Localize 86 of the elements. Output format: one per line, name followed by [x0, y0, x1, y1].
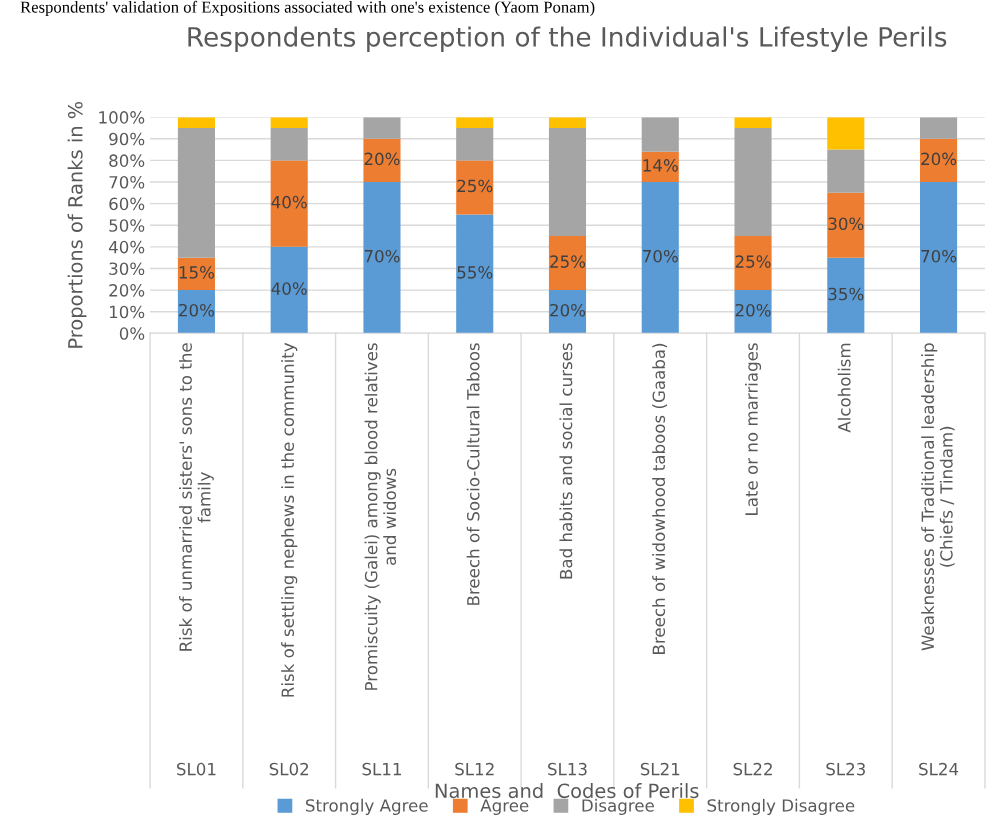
- bar: [827, 117, 865, 150]
- bar: [177, 290, 215, 334]
- bar: [363, 117, 401, 139]
- bar: [177, 127, 215, 258]
- data-label: 40%: [271, 282, 307, 295]
- data-label: 15%: [179, 266, 215, 279]
- data-label: 70%: [921, 249, 957, 263]
- text: Respondents' validation of Expositions associated with one's existence (Yaom Ponam): [20, 0, 595, 17]
- y-tick-label: 0%: [119, 327, 145, 340]
- data-label: 25%: [550, 255, 586, 268]
- legend-label: Strongly Disagree: [707, 798, 855, 815]
- bar: [363, 181, 401, 334]
- bar: [548, 236, 587, 291]
- x-tick-label: Risk of unmarried sisters' sons to the family: [179, 343, 214, 651]
- data-label: 35%: [828, 287, 864, 301]
- bar: [270, 246, 308, 334]
- text: SL21: [640, 762, 680, 776]
- bar: [734, 236, 772, 291]
- x-tick-label: Alcoholism: [837, 343, 851, 433]
- data-label: 14%: [643, 159, 678, 172]
- bar: [641, 181, 679, 334]
- data-label: 20%: [550, 303, 586, 317]
- bar: [920, 181, 958, 334]
- text: SL02: [269, 762, 309, 776]
- bar: [548, 127, 587, 237]
- x-tick-label: Breech of widowhood taboos (Gaaba): [652, 343, 668, 654]
- data-label: 20%: [735, 303, 771, 317]
- text: SL24: [919, 762, 959, 776]
- x-tick-label: Bad habits and social curses: [559, 343, 573, 579]
- bar: [827, 192, 865, 258]
- data-label: 40%: [271, 195, 307, 209]
- y-tick-label: 70%: [109, 175, 145, 189]
- text: SL23: [826, 762, 865, 776]
- bar: [456, 117, 494, 128]
- data-label: 30%: [828, 217, 864, 231]
- bar: [456, 214, 494, 334]
- bar: [734, 117, 772, 128]
- text: SL01: [176, 762, 216, 776]
- bar: [456, 160, 494, 215]
- x-tick-label: Late or no marriages: [744, 343, 762, 515]
- bar: [548, 290, 587, 334]
- x-tick-label: Weaknesses of Traditional leadership (Chiefs / Tindam): [921, 343, 955, 651]
- y-tick-label: 60%: [109, 197, 145, 211]
- data-label: 20%: [921, 152, 957, 166]
- text: SL13: [548, 762, 587, 776]
- data-label: 55%: [457, 266, 493, 279]
- bar: [270, 127, 308, 161]
- bar: [270, 160, 308, 247]
- x-tick-label: Risk of settling nephews in the community: [281, 342, 298, 697]
- y-tick-label: 50%: [109, 219, 145, 232]
- x-tick-label: Breech of Socio-Cultural Taboos: [466, 343, 480, 605]
- bar: [920, 117, 958, 139]
- bar: [827, 149, 865, 193]
- bar: [827, 257, 865, 334]
- bar: [734, 127, 772, 237]
- y-tick-label: 100%: [99, 111, 145, 124]
- legend-label: Agree: [480, 799, 529, 815]
- bar: [548, 117, 587, 128]
- y-tick-label: 20%: [109, 284, 145, 297]
- data-label: 20%: [179, 303, 215, 317]
- text: SL11: [362, 762, 401, 776]
- chart-title: Respondents perception of the Individual's Lifestyle Perils: [188, 26, 947, 52]
- y-tick-label: 10%: [109, 305, 145, 319]
- y-tick-label: 90%: [109, 132, 145, 146]
- data-label: 25%: [457, 179, 493, 193]
- y-tick-label: 30%: [109, 262, 145, 276]
- bar: [641, 117, 679, 152]
- text: SL22: [733, 762, 772, 776]
- x-tick-label: Promiscuity (Galei) among blood relatives and widows: [364, 343, 397, 690]
- y-axis-title: Proportions of Ranks in %: [67, 101, 87, 348]
- data-label: 20%: [364, 152, 400, 166]
- y-tick-label: 40%: [108, 240, 145, 254]
- legend-label: Disagree: [582, 798, 654, 815]
- data-label: 70%: [364, 249, 400, 263]
- data-label: 70%: [643, 249, 678, 263]
- bar: [270, 117, 308, 128]
- data-label: 25%: [735, 255, 771, 268]
- bar: [734, 290, 772, 334]
- bar: [363, 138, 401, 182]
- legend-label: Strongly Agree: [306, 798, 428, 815]
- y-tick-label: 80%: [109, 154, 145, 167]
- bar: [920, 138, 958, 182]
- bar: [177, 117, 215, 128]
- x-axis-title: Names and Codes of Perils: [435, 783, 699, 799]
- text: SL12: [455, 762, 494, 776]
- bar: [456, 127, 494, 161]
